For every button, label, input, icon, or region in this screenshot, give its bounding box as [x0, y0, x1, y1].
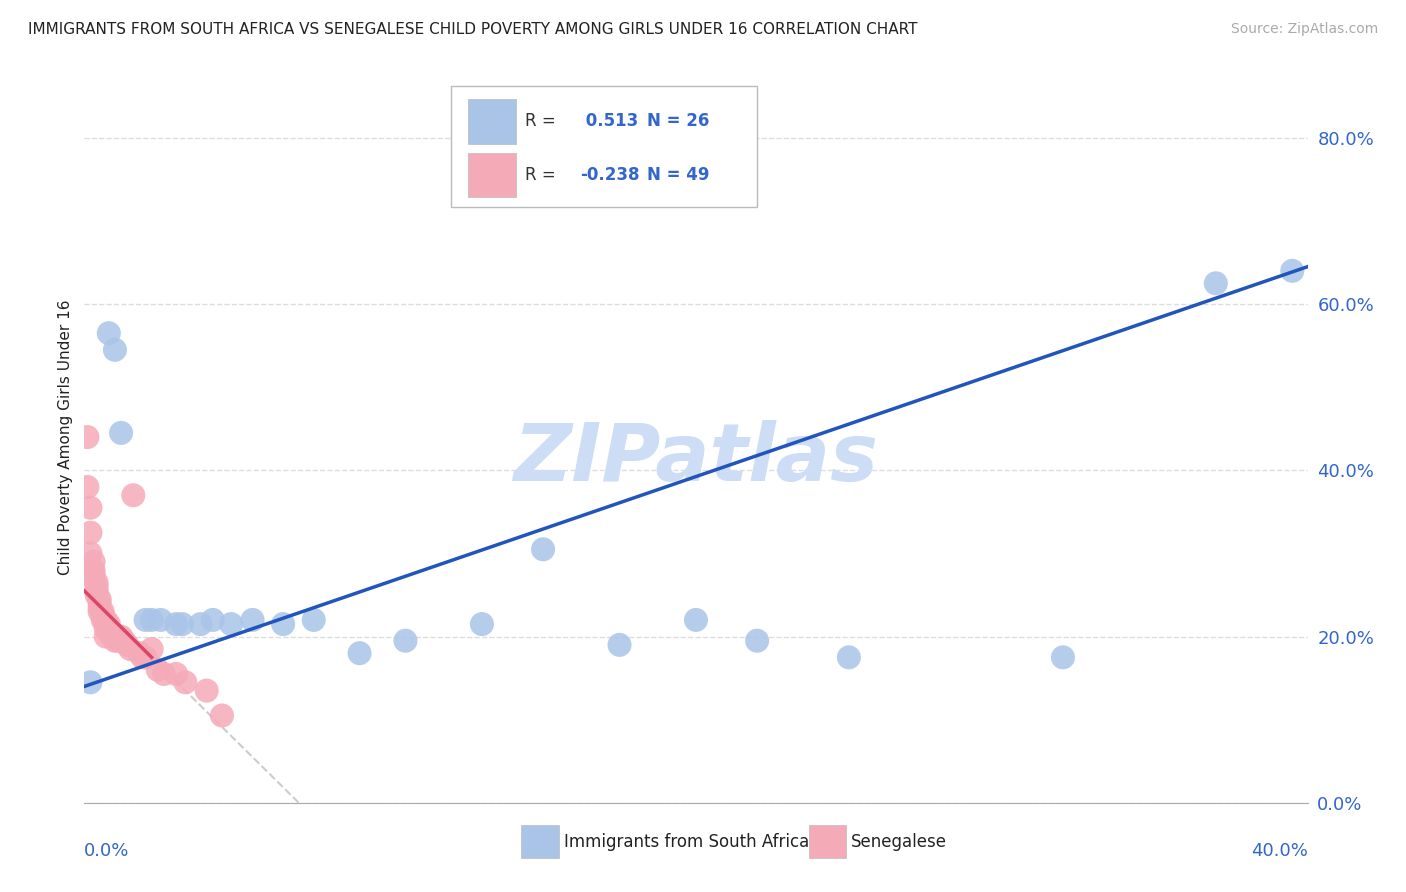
Point: [94, 613, 117, 627]
FancyBboxPatch shape: [808, 825, 846, 858]
Point: [91, 608, 114, 623]
Point: [110, 630, 132, 644]
Point: [83, 567, 105, 582]
Point: [101, 625, 124, 640]
Point: [79, 546, 101, 560]
Point: [174, 675, 197, 690]
Point: [91, 605, 114, 619]
Point: [131, 650, 153, 665]
Point: [201, 613, 224, 627]
Point: [838, 650, 860, 665]
Point: [76, 480, 98, 494]
Point: [141, 642, 163, 657]
Point: [89, 592, 111, 607]
Point: [101, 630, 124, 644]
Point: [190, 617, 212, 632]
Point: [531, 542, 554, 557]
FancyBboxPatch shape: [468, 153, 516, 197]
Point: [79, 525, 101, 540]
Text: R =: R =: [524, 112, 555, 130]
Point: [120, 642, 142, 657]
Point: [609, 638, 631, 652]
Point: [128, 646, 150, 660]
Point: [86, 583, 108, 598]
Text: 0.0%: 0.0%: [84, 842, 129, 860]
Point: [135, 650, 157, 665]
Point: [195, 683, 218, 698]
Point: [165, 667, 187, 681]
Point: [97, 326, 120, 341]
Point: [97, 625, 120, 640]
Point: [83, 563, 105, 577]
Point: [146, 663, 169, 677]
Point: [271, 617, 294, 632]
Text: -0.238: -0.238: [579, 166, 640, 184]
Text: 40.0%: 40.0%: [1251, 842, 1308, 860]
FancyBboxPatch shape: [468, 99, 516, 145]
Point: [97, 621, 120, 635]
Text: Senegalese: Senegalese: [851, 832, 948, 851]
Point: [83, 555, 105, 569]
Text: Immigrants from South Africa: Immigrants from South Africa: [564, 832, 808, 851]
Point: [79, 500, 101, 515]
Text: IMMIGRANTS FROM SOUTH AFRICA VS SENEGALESE CHILD POVERTY AMONG GIRLS UNDER 16 CO: IMMIGRANTS FROM SOUTH AFRICA VS SENEGALE…: [28, 22, 918, 37]
Point: [89, 600, 111, 615]
Point: [135, 613, 157, 627]
FancyBboxPatch shape: [522, 825, 560, 858]
Point: [89, 605, 111, 619]
Point: [104, 343, 127, 357]
Point: [91, 613, 114, 627]
Point: [110, 425, 132, 440]
Point: [149, 613, 172, 627]
Point: [86, 580, 108, 594]
Point: [172, 617, 194, 632]
Point: [94, 630, 117, 644]
Point: [141, 613, 163, 627]
Point: [97, 617, 120, 632]
Point: [107, 630, 129, 644]
Text: N = 49: N = 49: [647, 166, 710, 184]
Point: [685, 613, 707, 627]
Point: [94, 621, 117, 635]
Point: [153, 667, 176, 681]
Point: [104, 630, 127, 644]
Text: ZIPatlas: ZIPatlas: [513, 420, 879, 498]
Point: [107, 633, 129, 648]
Point: [104, 633, 127, 648]
Point: [94, 617, 117, 632]
Point: [394, 633, 416, 648]
Point: [110, 633, 132, 648]
FancyBboxPatch shape: [451, 86, 758, 207]
Point: [211, 708, 233, 723]
Point: [112, 633, 135, 648]
Point: [1052, 650, 1074, 665]
Point: [115, 638, 138, 652]
Point: [83, 571, 105, 585]
Text: Source: ZipAtlas.com: Source: ZipAtlas.com: [1230, 22, 1378, 37]
Point: [86, 575, 108, 590]
Point: [349, 646, 371, 660]
Y-axis label: Child Poverty Among Girls Under 16: Child Poverty Among Girls Under 16: [58, 300, 73, 574]
Point: [76, 430, 98, 444]
Point: [1205, 277, 1227, 291]
Point: [89, 596, 111, 610]
Point: [242, 613, 264, 627]
Point: [219, 617, 242, 632]
Point: [471, 617, 494, 632]
Point: [302, 613, 325, 627]
Text: R =: R =: [524, 166, 555, 184]
Text: 0.513: 0.513: [579, 112, 638, 130]
Point: [747, 633, 769, 648]
Point: [122, 488, 145, 502]
Text: N = 26: N = 26: [647, 112, 710, 130]
Point: [79, 675, 101, 690]
Point: [165, 617, 187, 632]
Point: [1281, 264, 1303, 278]
Point: [86, 588, 108, 602]
